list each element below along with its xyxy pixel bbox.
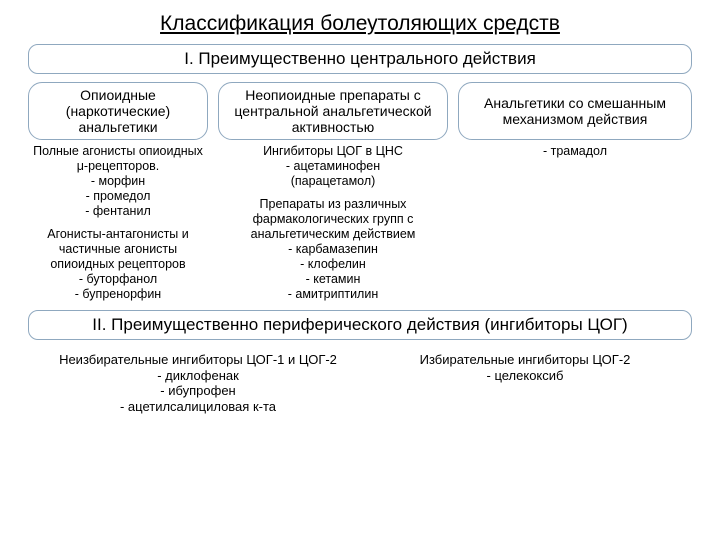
page-title: Классификация болеутоляющих средств xyxy=(28,12,692,36)
list-item: - фентанил xyxy=(28,204,208,219)
section2-col1: Неизбирательные ингибиторы ЦОГ-1 и ЦОГ-2… xyxy=(48,352,348,414)
section1-headers-row: Опиоидные (наркотические) анальгетики Не… xyxy=(28,82,692,140)
col3-body: - трамадол xyxy=(458,144,692,310)
col1-block2: Агонисты-антагонисты и частичные агонист… xyxy=(28,227,208,302)
col3-block1: - трамадол xyxy=(458,144,692,159)
list-item: - карбамазепин xyxy=(218,242,448,257)
col1-body: Полные агонисты опиоидных μ-рецепторов. … xyxy=(28,144,208,310)
list-item: - ацетаминофен xyxy=(218,159,448,174)
section1-heading: I. Преимущественно центрального действия xyxy=(28,44,692,74)
list-item: - буторфанол xyxy=(28,272,208,287)
col2-header: Неопиоидные препараты с центральной анал… xyxy=(218,82,448,140)
list-item: - бупренорфин xyxy=(28,287,208,302)
section1-body: Полные агонисты опиоидных μ-рецепторов. … xyxy=(28,144,692,310)
list-item: - клофелин xyxy=(218,257,448,272)
section2-heading: II. Преимущественно периферического дейс… xyxy=(28,310,692,340)
col2-block1: Ингибиторы ЦОГ в ЦНС - ацетаминофен (пар… xyxy=(218,144,448,189)
list-item: - целекоксиб xyxy=(378,368,672,384)
list-item: - трамадол xyxy=(458,144,692,159)
col2-block2: Препараты из различных фармакологических… xyxy=(218,197,448,302)
col1-block1-head: Полные агонисты опиоидных μ-рецепторов. xyxy=(28,144,208,174)
col2-body: Ингибиторы ЦОГ в ЦНС - ацетаминофен (пар… xyxy=(218,144,448,310)
list-item: - промедол xyxy=(28,189,208,204)
section2-col2: Избирательные ингибиторы ЦОГ-2 - целекок… xyxy=(378,352,672,414)
list-item: - кетамин xyxy=(218,272,448,287)
col3-header: Анальгетики со смешанным механизмом дейс… xyxy=(458,82,692,140)
list-item: (парацетамол) xyxy=(218,174,448,189)
section2-col1-head: Неизбирательные ингибиторы ЦОГ-1 и ЦОГ-2 xyxy=(48,352,348,368)
list-item: - диклофенак xyxy=(48,368,348,384)
col1-header: Опиоидные (наркотические) анальгетики xyxy=(28,82,208,140)
list-item: - ацетилсалициловая к-та xyxy=(48,399,348,415)
list-item: - морфин xyxy=(28,174,208,189)
list-item: - ибупрофен xyxy=(48,383,348,399)
section2-body: Неизбирательные ингибиторы ЦОГ-1 и ЦОГ-2… xyxy=(28,348,692,414)
col1-block2-head: Агонисты-антагонисты и частичные агонист… xyxy=(28,227,208,272)
col2-block2-head: Препараты из различных фармакологических… xyxy=(218,197,448,242)
list-item: - амитриптилин xyxy=(218,287,448,302)
col2-block1-head: Ингибиторы ЦОГ в ЦНС xyxy=(218,144,448,159)
col1-block1: Полные агонисты опиоидных μ-рецепторов. … xyxy=(28,144,208,219)
section2-col2-head: Избирательные ингибиторы ЦОГ-2 xyxy=(378,352,672,368)
